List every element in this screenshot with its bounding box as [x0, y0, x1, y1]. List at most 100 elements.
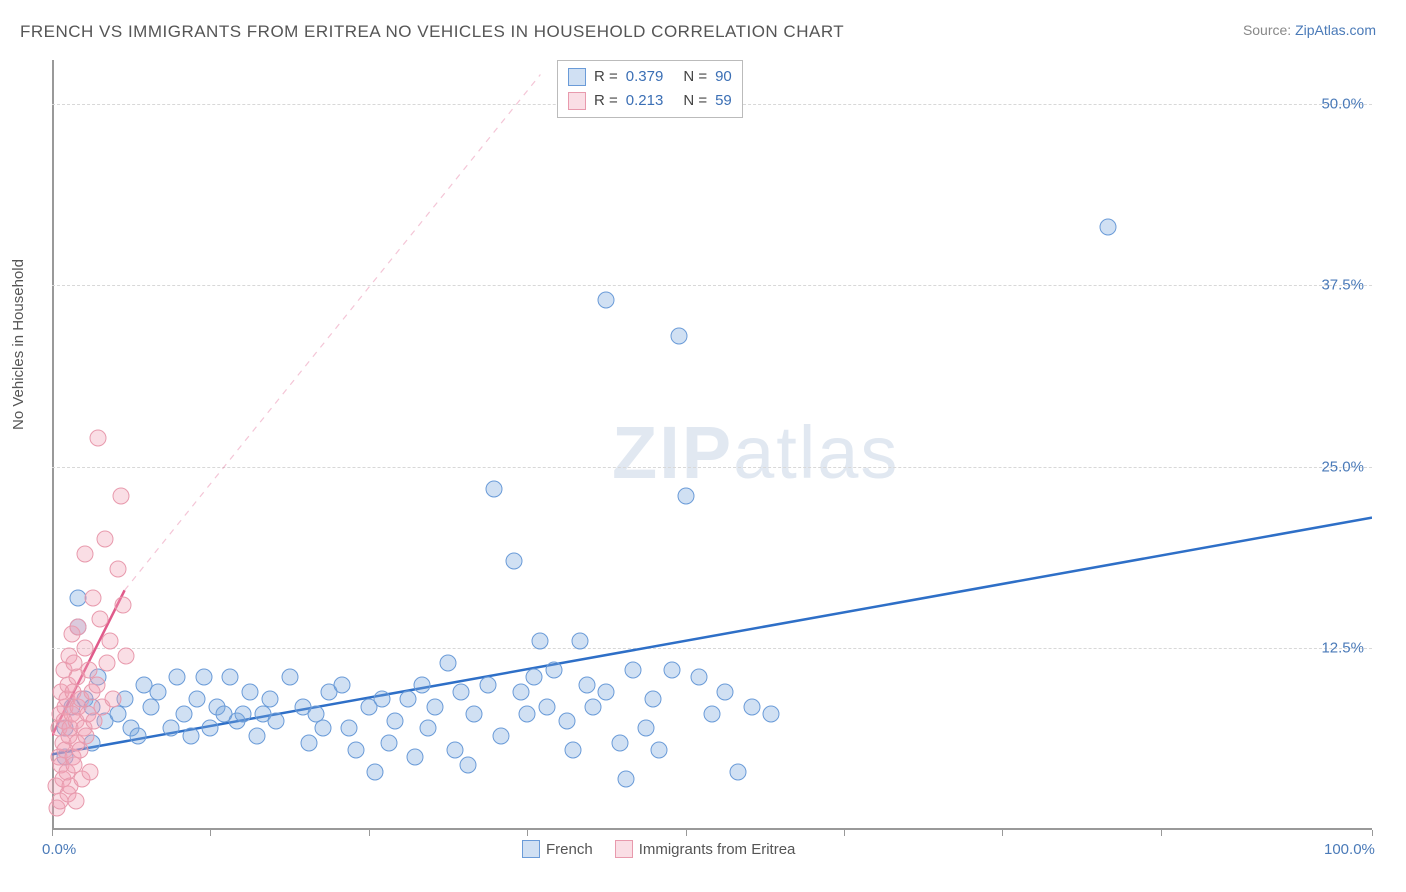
data-point	[598, 683, 615, 700]
y-tick-label: 12.5%	[1321, 640, 1364, 657]
stats-box: R = 0.379 N = 90 R = 0.213 N = 59	[557, 60, 743, 118]
data-point	[400, 691, 417, 708]
data-point	[479, 676, 496, 693]
data-point	[115, 596, 132, 613]
data-point	[466, 705, 483, 722]
legend: French Immigrants from Eritrea	[522, 840, 795, 858]
legend-swatch-eritrea	[615, 840, 633, 858]
gridline	[52, 467, 1372, 468]
data-point	[565, 742, 582, 759]
data-point	[334, 676, 351, 693]
data-point	[314, 720, 331, 737]
watermark-bold: ZIP	[612, 411, 733, 494]
x-tick	[1372, 830, 1373, 836]
data-point	[420, 720, 437, 737]
data-point	[176, 705, 193, 722]
data-point	[77, 640, 94, 657]
y-axis-label: No Vehicles in Household	[10, 259, 27, 430]
stats-r-label: R =	[594, 89, 618, 113]
data-point	[202, 720, 219, 737]
x-tick	[844, 830, 845, 836]
x-tick-label: 0.0%	[42, 841, 76, 858]
data-point	[268, 713, 285, 730]
data-point	[413, 676, 430, 693]
data-point	[222, 669, 239, 686]
data-point	[539, 698, 556, 715]
stats-n-label: N =	[683, 65, 707, 89]
data-point	[578, 676, 595, 693]
data-point	[440, 654, 457, 671]
data-point	[301, 734, 318, 751]
legend-swatch-french	[522, 840, 540, 858]
stats-row-eritrea: R = 0.213 N = 59	[568, 89, 732, 113]
data-point	[459, 756, 476, 773]
data-point	[677, 487, 694, 504]
data-point	[70, 618, 87, 635]
data-point	[367, 763, 384, 780]
source-link[interactable]: ZipAtlas.com	[1295, 22, 1376, 38]
stats-n-value-french: 90	[715, 65, 732, 89]
data-point	[91, 611, 108, 628]
x-tick	[210, 830, 211, 836]
data-point	[572, 633, 589, 650]
data-point	[248, 727, 265, 744]
x-tick	[1002, 830, 1003, 836]
x-tick	[686, 830, 687, 836]
data-point	[149, 683, 166, 700]
data-point	[235, 705, 252, 722]
y-tick-label: 25.0%	[1321, 458, 1364, 475]
legend-label-french: French	[546, 841, 593, 858]
data-point	[84, 589, 101, 606]
watermark-light: atlas	[733, 411, 899, 494]
data-point	[261, 691, 278, 708]
data-point	[90, 429, 107, 446]
data-point	[77, 545, 94, 562]
data-point	[512, 683, 529, 700]
data-point	[143, 698, 160, 715]
stats-n-label: N =	[683, 89, 707, 113]
data-point	[618, 771, 635, 788]
y-tick-label: 37.5%	[1321, 277, 1364, 294]
data-point	[195, 669, 212, 686]
data-point	[651, 742, 668, 759]
data-point	[644, 691, 661, 708]
data-point	[506, 553, 523, 570]
data-point	[99, 654, 116, 671]
data-point	[110, 705, 127, 722]
data-point	[407, 749, 424, 766]
source-attribution: Source: ZipAtlas.com	[1243, 22, 1376, 38]
data-point	[558, 713, 575, 730]
stats-r-label: R =	[594, 65, 618, 89]
x-tick	[52, 830, 53, 836]
data-point	[82, 763, 99, 780]
data-point	[671, 328, 688, 345]
data-point	[690, 669, 707, 686]
data-point	[102, 633, 119, 650]
data-point	[71, 742, 88, 759]
legend-item-french: French	[522, 840, 593, 858]
y-tick-label: 50.0%	[1321, 95, 1364, 112]
data-point	[347, 742, 364, 759]
data-point	[96, 531, 113, 548]
data-point	[704, 705, 721, 722]
data-point	[86, 713, 103, 730]
stats-r-value-french: 0.379	[626, 65, 664, 89]
data-point	[67, 792, 84, 809]
data-point	[182, 727, 199, 744]
plot-area: ZIPatlas 12.5%25.0%37.5%50.0%0.0%100.0%	[52, 60, 1372, 830]
data-point	[532, 633, 549, 650]
data-point	[78, 727, 95, 744]
data-point	[110, 560, 127, 577]
gridline	[52, 285, 1372, 286]
data-point	[162, 720, 179, 737]
data-point	[281, 669, 298, 686]
data-point	[486, 480, 503, 497]
data-point	[638, 720, 655, 737]
data-point	[598, 291, 615, 308]
data-point	[117, 647, 134, 664]
data-point	[380, 734, 397, 751]
data-point	[104, 691, 121, 708]
stats-row-french: R = 0.379 N = 90	[568, 65, 732, 89]
data-point	[374, 691, 391, 708]
data-point	[88, 676, 105, 693]
